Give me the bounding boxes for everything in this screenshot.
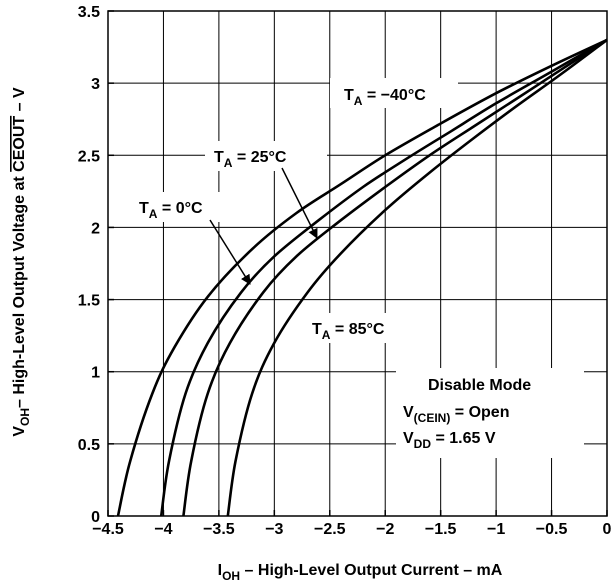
- x-tick-label: −0.5: [536, 521, 568, 538]
- series-label-85: TA = 85°C: [312, 321, 385, 342]
- series-label-0: TA = 0°C: [139, 200, 203, 221]
- y-tick-label: 2.5: [78, 148, 100, 165]
- y-tick-label: 0: [91, 509, 100, 526]
- x-tick-label: −4: [154, 521, 172, 538]
- x-tick-label: −2: [376, 521, 394, 538]
- annotation-cein: V(CEIN) = Open: [403, 404, 509, 425]
- x-tick-label: −2.5: [314, 521, 346, 538]
- series-line-0: [116, 38, 608, 517]
- series-label-25: TA = 25°C: [214, 149, 287, 170]
- label-bg-25: [205, 141, 327, 171]
- y-tick-label: 1.5: [78, 293, 100, 310]
- x-tick-label: −1.5: [425, 521, 457, 538]
- tick-marks: [107, 10, 608, 517]
- series-label-m40: TA = −40°C: [344, 87, 426, 108]
- y-tick-label: 2: [91, 220, 100, 237]
- annotation-mode: Disable Mode: [428, 377, 531, 394]
- x-tick-label: −1: [487, 521, 505, 538]
- label-bg-0: [132, 192, 236, 222]
- y-tick-label: 3: [91, 76, 100, 93]
- y-axis-label: VOH– High-Level Output Voltage at CEOUT …: [11, 87, 32, 437]
- y-tick-labels: 0 0.5 1 1.5 2 2.5 3 3.5: [78, 4, 100, 526]
- x-tick-label: −3: [265, 521, 283, 538]
- annotation-bg: [396, 368, 584, 458]
- series-curves: [116, 38, 608, 517]
- x-tick-labels: −4.5 −4 −3.5 −3 −2.5 −2 −1.5 −1 −0.5 0: [92, 521, 611, 538]
- label-bg-85: [305, 313, 421, 343]
- y-tick-label: 0.5: [78, 437, 100, 454]
- annotation-vdd: VDD = 1.65 V: [403, 430, 496, 451]
- series-line-2: [182, 38, 608, 517]
- series-line-3: [226, 38, 608, 517]
- label-bg-m40: [330, 78, 458, 108]
- x-tick-label: −4.5: [92, 521, 124, 538]
- y-tick-label: 1: [91, 365, 100, 382]
- x-tick-label: −3.5: [203, 521, 235, 538]
- x-axis-label: IOH – High-Level Output Current – mA: [218, 562, 503, 583]
- arrow-0: [209, 219, 251, 285]
- plot-frame: [107, 10, 608, 517]
- arrow-25: [281, 167, 318, 239]
- series-line-1: [159, 38, 608, 517]
- y-tick-label: 3.5: [78, 4, 100, 21]
- x-tick-label: 0: [603, 521, 612, 538]
